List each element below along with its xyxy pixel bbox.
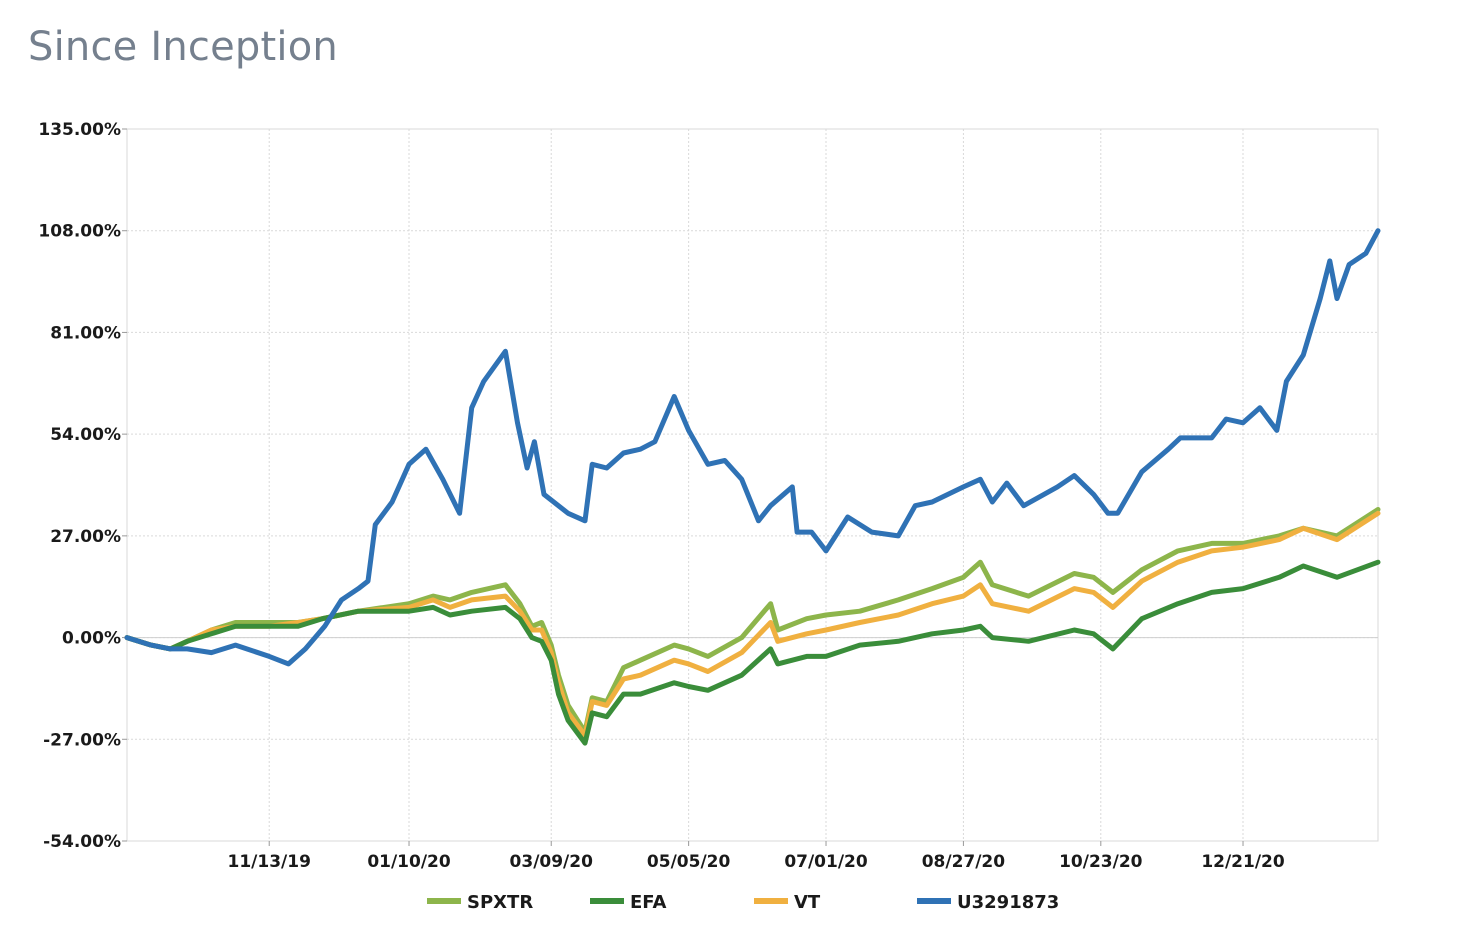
y-tick-label: 54.00% bbox=[50, 425, 121, 445]
legend-label: VT bbox=[794, 892, 821, 913]
legend-item-efa[interactable]: EFA bbox=[590, 892, 667, 913]
legend-item-vt[interactable]: VT bbox=[754, 892, 821, 913]
legend-swatch bbox=[917, 898, 951, 904]
y-tick-label: 27.00% bbox=[50, 527, 121, 547]
x-tick-label: 01/10/20 bbox=[367, 852, 451, 872]
legend-label: EFA bbox=[630, 892, 667, 913]
x-tick-label: 05/05/20 bbox=[647, 852, 731, 872]
legend-item-u3291873[interactable]: U3291873 bbox=[917, 892, 1059, 913]
y-tick-label: 108.00% bbox=[38, 222, 121, 242]
x-tick-label: 03/09/20 bbox=[510, 852, 594, 872]
series-lines bbox=[124, 228, 1381, 746]
axes: 135.00% 108.00% 81.00% 54.00% 27.00% 0.00% -27… bbox=[38, 120, 1285, 872]
x-tick-label: 08/27/20 bbox=[922, 852, 1006, 872]
y-tick-label: 0.00% bbox=[62, 629, 121, 649]
x-tick-label: 07/01/20 bbox=[784, 852, 868, 872]
y-tick-label: 81.00% bbox=[50, 323, 121, 343]
legend-item-spxtr[interactable]: SPXTR bbox=[427, 892, 533, 913]
legend[interactable]: SPXTR EFA VT U3291873 bbox=[427, 892, 1059, 913]
y-tick-label: -54.00% bbox=[43, 832, 121, 852]
legend-label: U3291873 bbox=[957, 892, 1059, 913]
grid bbox=[126, 128, 1379, 842]
legend-swatch bbox=[754, 898, 788, 904]
x-tick-label: 11/13/19 bbox=[228, 852, 311, 872]
y-tick-label: 135.00% bbox=[38, 120, 121, 140]
legend-swatch bbox=[590, 898, 624, 904]
series-line-efa bbox=[124, 559, 1381, 746]
legend-label: SPXTR bbox=[467, 892, 533, 913]
y-tick-label: -27.00% bbox=[43, 730, 121, 750]
page-title: Since Inception bbox=[28, 24, 338, 70]
legend-swatch bbox=[427, 898, 461, 904]
x-tick-label: 12/21/20 bbox=[1201, 852, 1285, 872]
series-line-u3291873 bbox=[124, 228, 1381, 667]
plot-area-border bbox=[126, 128, 1379, 842]
x-tick-label: 10/23/20 bbox=[1059, 852, 1143, 872]
